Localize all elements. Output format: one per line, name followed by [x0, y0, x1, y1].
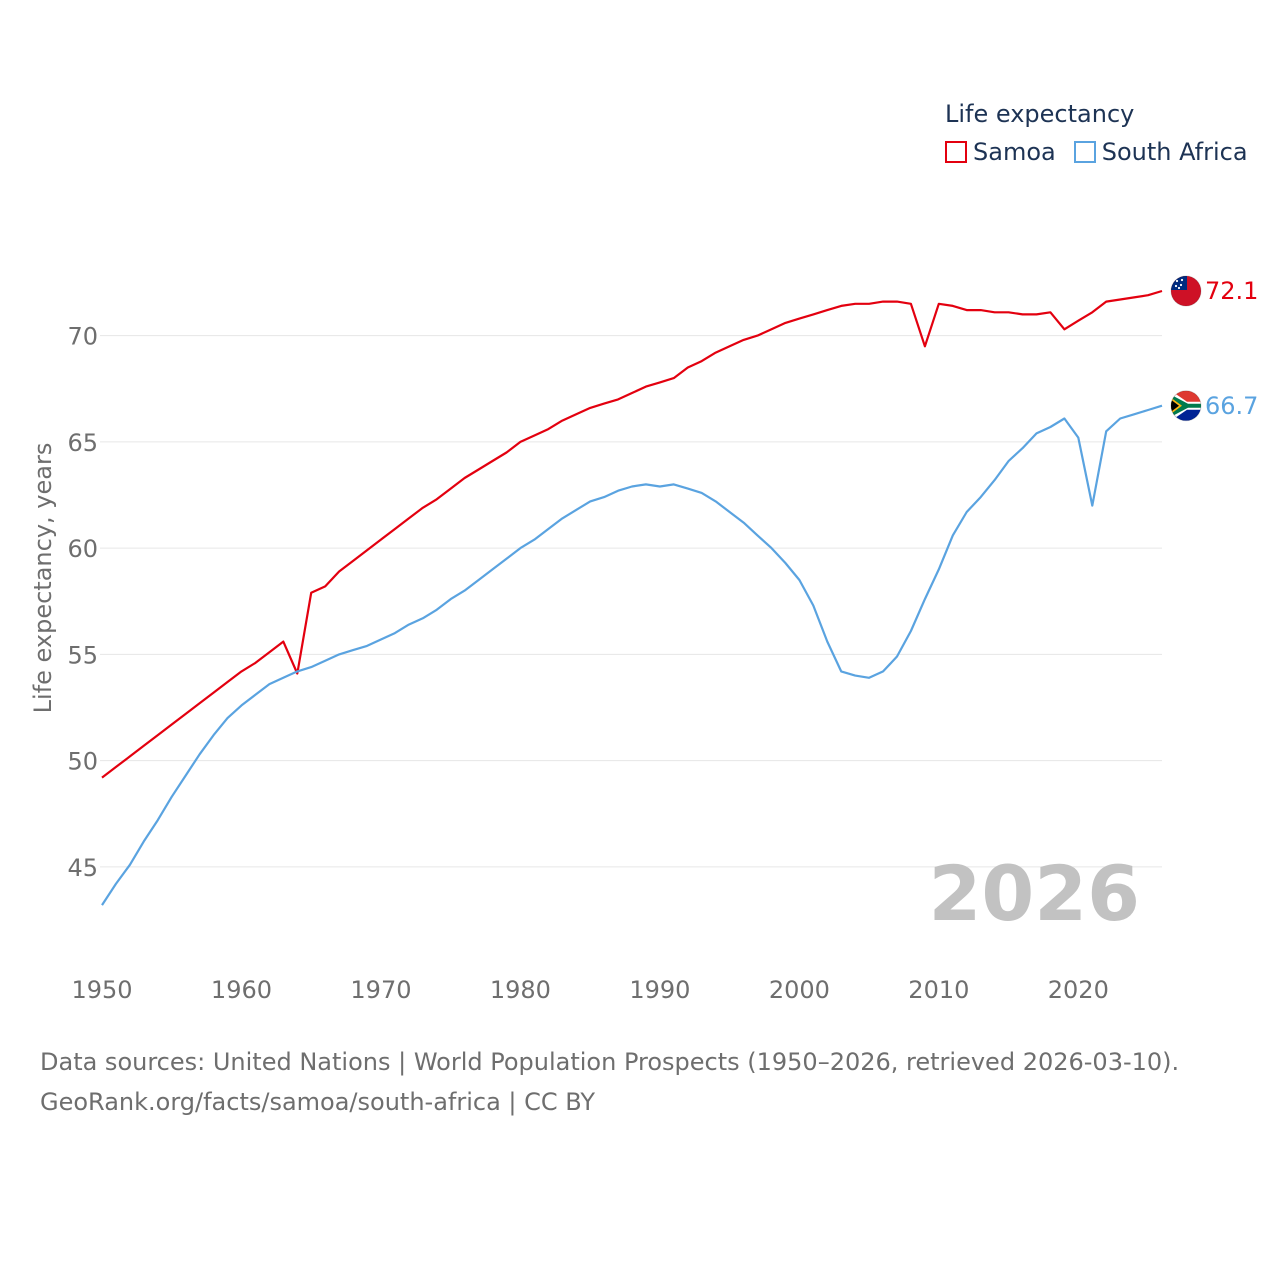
y-axis-label: Life expectancy, years: [29, 443, 57, 714]
x-tick-label: 1980: [490, 976, 551, 1004]
y-tick-label: 45: [67, 854, 98, 882]
series-line-samoa: [101, 289, 1163, 779]
end-labels: 72.1 66.7: [1170, 275, 1258, 422]
series-line-south-africa: [101, 404, 1163, 906]
end-label-samoa: 72.1: [1205, 277, 1258, 305]
y-tick-label: 55: [67, 641, 98, 669]
legend-title: Life expectancy: [945, 100, 1135, 128]
data-sources: Data sources: United Nations | World Pop…: [40, 1042, 1179, 1122]
y-tick-label: 50: [67, 748, 98, 776]
y-axis-ticks: 45 50 55 60 65 70: [67, 323, 98, 882]
x-tick-label: 1970: [350, 976, 411, 1004]
series-lines: [101, 289, 1163, 906]
x-tick-label: 1950: [71, 976, 132, 1004]
y-tick-label: 70: [67, 323, 98, 351]
legend-label-samoa: Samoa: [973, 138, 1056, 166]
sources-line-2[interactable]: GeoRank.org/facts/samoa/south-africa | C…: [40, 1088, 596, 1116]
sources-line-1: Data sources: United Nations | World Pop…: [40, 1048, 1180, 1076]
year-watermark: 2026: [928, 849, 1140, 938]
south-africa-flag-icon: [1170, 390, 1202, 422]
samoa-swatch: [945, 141, 967, 163]
samoa-flag-icon: [1170, 275, 1202, 307]
x-axis-ticks: 1950 1960 1970 1980 1990 2000 2010 2020: [71, 976, 1108, 1004]
y-tick-label: 60: [67, 535, 98, 563]
x-tick-label: 1960: [211, 976, 272, 1004]
legend-item-south-africa[interactable]: South Africa: [1073, 138, 1248, 166]
x-tick-label: 1990: [629, 976, 690, 1004]
legend-item-samoa[interactable]: Samoa: [945, 138, 1056, 166]
south-africa-swatch: [1073, 141, 1096, 163]
legend-label-south-africa: South Africa: [1101, 138, 1248, 166]
x-tick-label: 2000: [769, 976, 830, 1004]
x-tick-label: 2010: [908, 976, 969, 1004]
y-tick-label: 65: [67, 429, 98, 457]
x-tick-label: 2020: [1048, 976, 1109, 1004]
grid-lines: [100, 335, 1162, 868]
end-label-south-africa: 66.7: [1205, 392, 1258, 420]
legend: Life expectancy Samoa South Africa: [945, 100, 1248, 166]
